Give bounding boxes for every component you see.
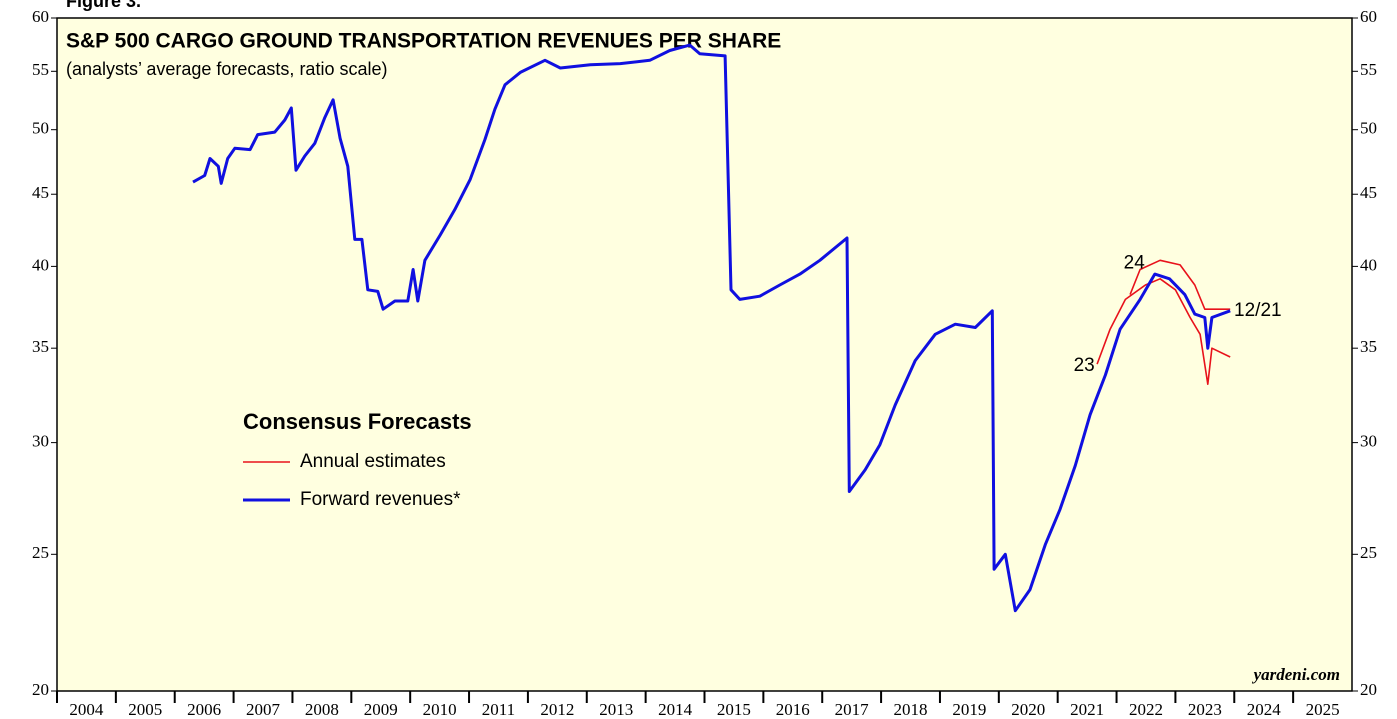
plot-area [56, 17, 1353, 692]
y2-tick-label: 20 [1360, 680, 1377, 699]
legend-title: Consensus Forecasts [243, 409, 472, 434]
x-tick-label: 2017 [835, 700, 870, 719]
x-tick-label: 2019 [952, 700, 986, 719]
x-tick-label: 2009 [364, 700, 398, 719]
x-tick-label: 2020 [1011, 700, 1045, 719]
y2-tick-label: 55 [1360, 60, 1377, 79]
x-tick-label: 2010 [423, 700, 457, 719]
series-line [1129, 259, 1231, 310]
source: yardeni.com [1252, 665, 1340, 684]
x-tick-label: 2021 [1070, 700, 1104, 719]
y-tick-label: 45 [32, 183, 49, 202]
series-line [1096, 278, 1231, 385]
legend-label: Forward revenues* [300, 489, 461, 510]
x-tick-label: 2005 [128, 700, 162, 719]
y2-tick-label: 40 [1360, 255, 1377, 274]
x-tick-label: 2025 [1306, 700, 1340, 719]
legend-label: Annual estimates [300, 451, 446, 472]
y2-tick-label: 30 [1360, 432, 1377, 451]
y-tick-label: 40 [32, 255, 49, 274]
x-tick-label: 2012 [540, 700, 574, 719]
series-line [192, 43, 1231, 613]
y-tick-label: 30 [32, 432, 49, 451]
x-tick-label: 2006 [187, 700, 221, 719]
annotation: 24 [1124, 252, 1146, 273]
y2-tick-label: 35 [1360, 337, 1377, 356]
x-tick-label: 2004 [69, 700, 104, 719]
x-tick-label: 2024 [1247, 700, 1282, 719]
x-tick-label: 2011 [482, 700, 515, 719]
y-tick-label: 55 [32, 60, 49, 79]
y-tick-label: 50 [32, 119, 49, 138]
figure-label: Figure 3. [66, 0, 141, 11]
x-tick-label: 2022 [1129, 700, 1163, 719]
y-tick-label: 20 [32, 680, 49, 699]
y2-tick-label: 25 [1360, 543, 1377, 562]
chart-title: S&P 500 CARGO GROUND TRANSPORTATION REVE… [66, 30, 781, 53]
y-tick-label: 35 [32, 337, 49, 356]
x-tick-label: 2013 [599, 700, 633, 719]
x-tick-label: 2016 [776, 700, 810, 719]
chart-subtitle: (analysts’ average forecasts, ratio scal… [66, 59, 387, 79]
x-tick-label: 2008 [305, 700, 339, 719]
y-tick-label: 25 [32, 543, 49, 562]
y2-tick-label: 60 [1360, 7, 1377, 26]
x-tick-label: 2007 [246, 700, 281, 719]
annotation: 12/21 [1234, 300, 1282, 321]
y2-tick-label: 45 [1360, 183, 1377, 202]
y2-tick-label: 50 [1360, 119, 1377, 138]
x-tick-label: 2015 [717, 700, 751, 719]
annotation: 23 [1074, 355, 1095, 376]
x-tick-label: 2014 [658, 700, 693, 719]
x-tick-label: 2023 [1188, 700, 1222, 719]
x-tick-label: 2018 [894, 700, 928, 719]
y-tick-label: 60 [32, 7, 49, 26]
